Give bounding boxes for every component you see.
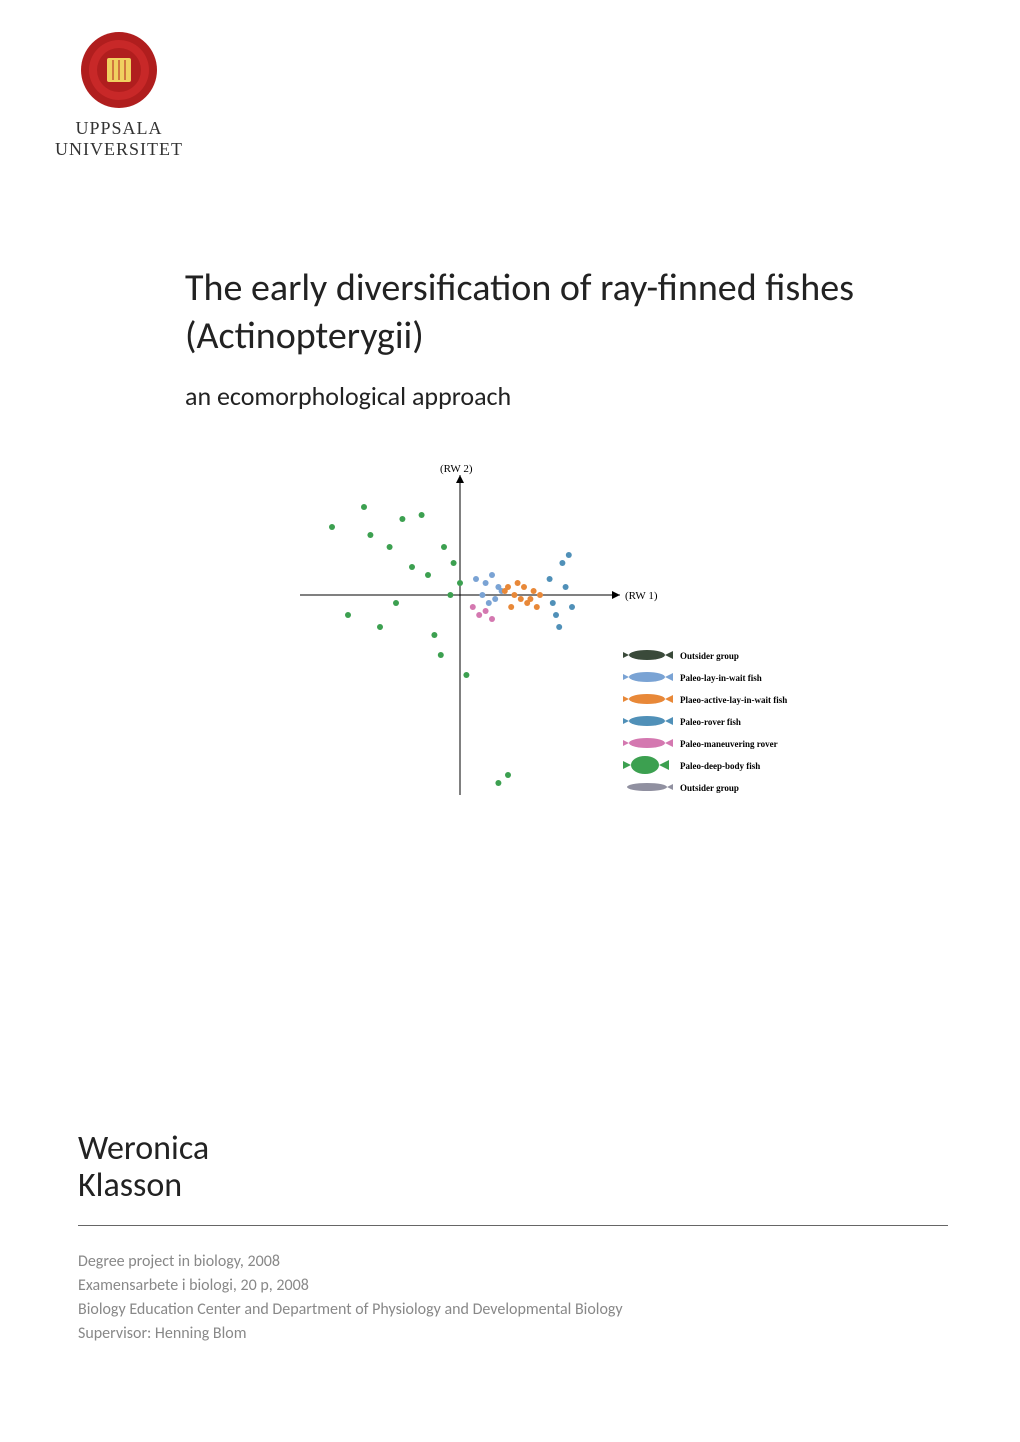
svg-text:Paleo-maneuvering rover: Paleo-maneuvering rover: [680, 739, 778, 749]
scatter-chart: (RW 1) (RW 2) Outsider group Paleo-lay-in-w…: [260, 455, 820, 945]
logo-seal-icon: [79, 30, 159, 110]
scatter-plot-svg: (RW 1) (RW 2) Outsider group Paleo-lay-in-w…: [260, 455, 820, 945]
logo-text-line1: UPPSALA: [55, 118, 183, 139]
horizontal-divider: [78, 1225, 948, 1226]
footer-block: Degree project in biology, 2008 Examensa…: [78, 1250, 948, 1346]
svg-text:Paleo-lay-in-wait fish: Paleo-lay-in-wait fish: [680, 673, 762, 683]
svg-text:Paleo-deep-body fish: Paleo-deep-body fish: [680, 761, 760, 771]
university-logo: UPPSALA UNIVERSITET: [55, 30, 183, 160]
subtitle: an ecomorphological approach: [185, 380, 905, 412]
main-title: The early diversification of ray-finned …: [185, 265, 905, 360]
footer-line-1: Degree project in biology, 2008: [78, 1250, 948, 1274]
svg-text:Plaeo-active-lay-in-wait fish: Plaeo-active-lay-in-wait fish: [680, 695, 787, 705]
svg-text:Outsider group: Outsider group: [680, 651, 739, 661]
title-block: The early diversification of ray-finned …: [185, 265, 905, 412]
author-first-name: Weronica: [78, 1130, 209, 1167]
logo-text-line2: UNIVERSITET: [55, 139, 183, 160]
author-block: Weronica Klasson: [78, 1130, 209, 1205]
svg-text:(RW 2): (RW 2): [440, 463, 473, 475]
svg-text:Paleo-rover fish: Paleo-rover fish: [680, 717, 741, 727]
svg-text:Outsider group: Outsider group: [680, 783, 739, 793]
footer-line-3: Biology Education Center and Department …: [78, 1298, 948, 1322]
author-last-name: Klasson: [78, 1167, 209, 1204]
svg-text:(RW 1): (RW 1): [625, 590, 658, 602]
footer-line-2: Examensarbete i biologi, 20 p, 2008: [78, 1274, 948, 1298]
footer-line-4: Supervisor: Henning Blom: [78, 1322, 948, 1346]
